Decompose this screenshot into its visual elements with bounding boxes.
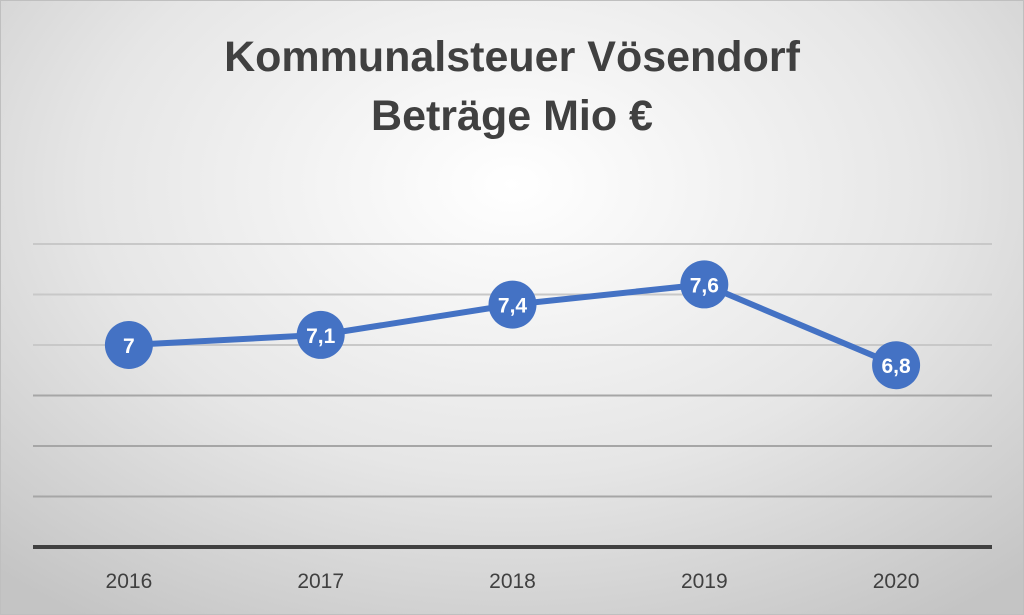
data-point (872, 341, 921, 390)
data-point (488, 280, 537, 329)
x-tick-label: 2018 (489, 570, 536, 593)
data-point (104, 321, 153, 369)
x-tick-label: 2016 (106, 570, 153, 593)
data-label: 7,4 (498, 295, 528, 318)
data-point (296, 310, 345, 359)
x-tick-label: 2020 (873, 570, 920, 593)
x-tick-label: 2017 (297, 570, 344, 593)
data-label: 6,8 (881, 355, 911, 378)
data-label: 7,6 (690, 274, 719, 297)
chart-title-line-2: Beträge Mio € (371, 92, 653, 140)
data-label: 7 (123, 335, 135, 358)
x-tick-label: 2019 (681, 570, 728, 593)
data-label: 7,1 (306, 325, 336, 348)
chart-title-line-1: Kommunalsteuer Vösendorf (224, 33, 800, 81)
data-point (680, 260, 729, 309)
